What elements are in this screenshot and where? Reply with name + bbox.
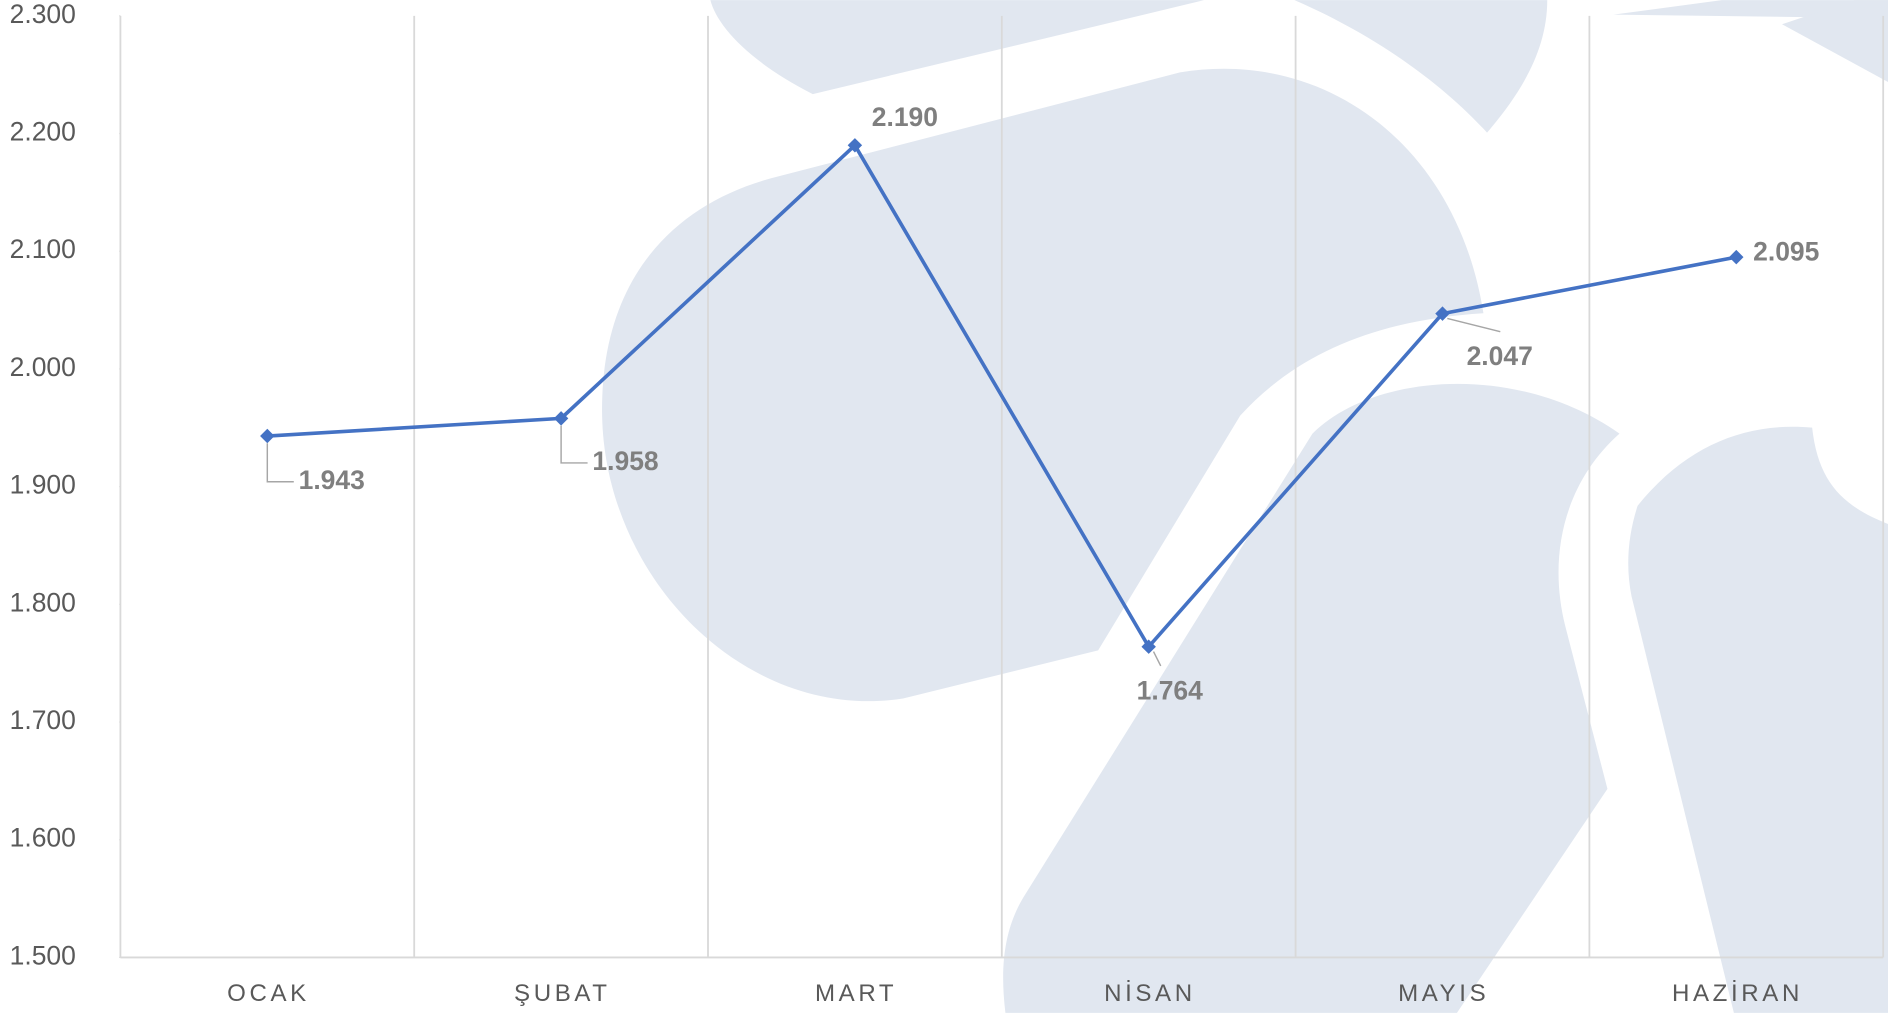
y-tick-label: 2.000 (10, 352, 76, 382)
y-tick-label: 2.200 (10, 117, 76, 147)
leader-line (1447, 318, 1500, 331)
y-tick-label: 1.900 (10, 470, 76, 500)
data-label: 2.095 (1753, 237, 1819, 267)
x-tick-label: MAYIS (1398, 980, 1489, 1007)
y-tick-label: 2.300 (10, 0, 76, 29)
leader-line (267, 443, 293, 482)
marker (1729, 250, 1743, 264)
y-tick-label: 1.800 (10, 587, 76, 617)
leader-line (561, 426, 587, 463)
data-label: 2.047 (1467, 341, 1533, 371)
data-label: 2.190 (872, 102, 938, 132)
data-label: 1.764 (1137, 675, 1204, 705)
chart: 1.500 1.600 1.700 1.800 1.900 2.000 2.100 2.200… (0, 0, 1888, 1013)
y-tick-label: 2.100 (10, 234, 76, 264)
x-tick-label: OCAK (227, 980, 310, 1007)
x-tick-label: NİSAN (1104, 980, 1196, 1007)
x-tick-label: MART (815, 980, 897, 1007)
data-label: 1.943 (299, 465, 365, 495)
y-tick-label: 1.500 (10, 940, 76, 970)
y-tick-label: 1.700 (10, 705, 76, 735)
y-tick-label: 1.600 (10, 823, 76, 853)
data-label: 1.958 (592, 446, 658, 476)
marker (260, 429, 274, 443)
background-decoration (602, 0, 1888, 1013)
x-tick-label: HAZİRAN (1672, 980, 1803, 1007)
x-tick-label: ŞUBAT (514, 980, 611, 1007)
page: {"chart_data": {"type": "line", "categor… (0, 0, 1888, 1013)
leader-line (1154, 652, 1161, 666)
